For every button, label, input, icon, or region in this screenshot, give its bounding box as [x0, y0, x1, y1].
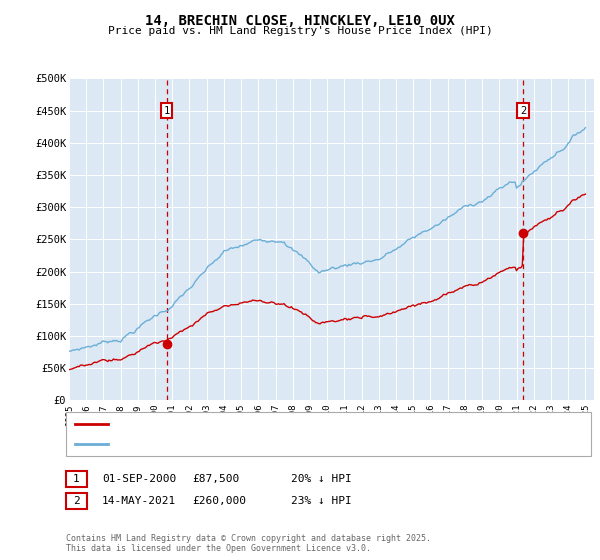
Text: 23% ↓ HPI: 23% ↓ HPI — [291, 496, 352, 506]
Text: 01-SEP-2000: 01-SEP-2000 — [102, 474, 176, 484]
Text: 14-MAY-2021: 14-MAY-2021 — [102, 496, 176, 506]
Text: 1: 1 — [163, 106, 170, 115]
Text: Contains HM Land Registry data © Crown copyright and database right 2025.
This d: Contains HM Land Registry data © Crown c… — [66, 534, 431, 553]
Text: 14, BRECHIN CLOSE, HINCKLEY, LE10 0UX: 14, BRECHIN CLOSE, HINCKLEY, LE10 0UX — [145, 14, 455, 28]
Text: HPI: Average price, detached house, Hinckley and Bosworth: HPI: Average price, detached house, Hinc… — [114, 439, 456, 449]
Text: 20% ↓ HPI: 20% ↓ HPI — [291, 474, 352, 484]
Text: Price paid vs. HM Land Registry's House Price Index (HPI): Price paid vs. HM Land Registry's House … — [107, 26, 493, 36]
Text: 2: 2 — [73, 496, 80, 506]
Text: £260,000: £260,000 — [192, 496, 246, 506]
Text: 1: 1 — [73, 474, 80, 484]
Text: £87,500: £87,500 — [192, 474, 239, 484]
Text: 2: 2 — [520, 106, 526, 115]
Text: 14, BRECHIN CLOSE, HINCKLEY, LE10 0UX (detached house): 14, BRECHIN CLOSE, HINCKLEY, LE10 0UX (d… — [114, 419, 438, 429]
